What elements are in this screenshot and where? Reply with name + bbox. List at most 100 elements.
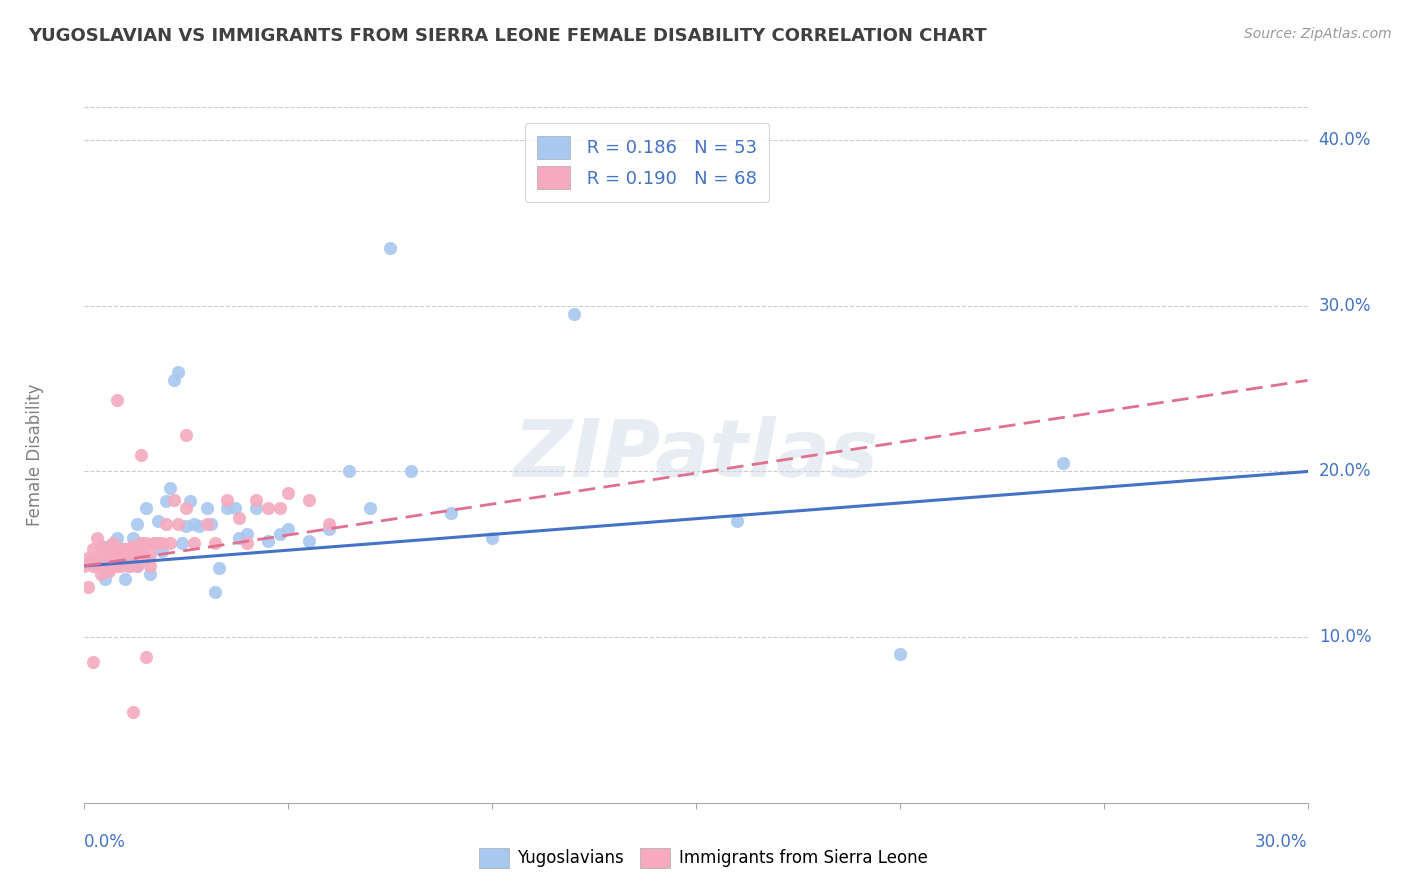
- Point: [277, 486, 299, 500]
- Point: [82, 552, 104, 566]
- Point: [725, 514, 748, 528]
- Point: [73, 558, 96, 573]
- Point: [97, 539, 120, 553]
- Point: [122, 539, 145, 553]
- Point: [245, 492, 267, 507]
- Point: [131, 535, 153, 549]
- Point: [359, 500, 381, 515]
- Point: [90, 550, 112, 565]
- Point: [195, 517, 218, 532]
- Point: [77, 556, 100, 570]
- Point: [138, 567, 160, 582]
- Point: [889, 647, 911, 661]
- Point: [93, 558, 115, 573]
- Point: [208, 560, 231, 574]
- Point: [105, 542, 128, 557]
- Point: [105, 558, 128, 573]
- Point: [172, 535, 194, 549]
- Point: [105, 550, 128, 565]
- Point: [174, 500, 197, 515]
- Point: [562, 307, 585, 321]
- Point: [135, 650, 157, 665]
- Point: [135, 550, 157, 565]
- Point: [122, 705, 145, 719]
- Point: [236, 535, 259, 549]
- Point: [142, 535, 165, 549]
- Point: [217, 500, 239, 515]
- Point: [77, 581, 100, 595]
- Point: [142, 535, 165, 549]
- Point: [127, 558, 149, 573]
- Text: 20.0%: 20.0%: [1319, 462, 1371, 481]
- Point: [122, 552, 145, 566]
- Point: [269, 500, 291, 515]
- Point: [101, 556, 124, 570]
- Text: ZIPatlas: ZIPatlas: [513, 416, 879, 494]
- Point: [155, 517, 177, 532]
- Point: [195, 500, 218, 515]
- Legend: Yugoslavians, Immigrants from Sierra Leone: Yugoslavians, Immigrants from Sierra Leo…: [472, 841, 934, 875]
- Point: [135, 535, 157, 549]
- Point: [150, 544, 173, 558]
- Point: [217, 492, 239, 507]
- Point: [118, 542, 141, 557]
- Point: [179, 494, 201, 508]
- Point: [257, 500, 280, 515]
- Point: [135, 500, 157, 515]
- Point: [236, 527, 259, 541]
- Point: [114, 542, 136, 557]
- Point: [174, 519, 197, 533]
- Point: [146, 514, 169, 528]
- Text: 40.0%: 40.0%: [1319, 131, 1371, 149]
- Point: [101, 552, 124, 566]
- Point: [127, 542, 149, 557]
- Point: [127, 517, 149, 532]
- Point: [228, 511, 250, 525]
- Point: [269, 527, 291, 541]
- Point: [183, 517, 205, 532]
- Point: [122, 547, 145, 561]
- Point: [110, 556, 132, 570]
- Point: [93, 542, 115, 557]
- Point: [224, 500, 246, 515]
- Point: [159, 535, 181, 549]
- Point: [101, 535, 124, 549]
- Point: [298, 534, 321, 549]
- Point: [105, 531, 128, 545]
- Point: [101, 539, 124, 553]
- Point: [82, 542, 104, 557]
- Point: [110, 558, 132, 573]
- Text: 0.0%: 0.0%: [84, 833, 127, 851]
- Point: [131, 542, 153, 557]
- Point: [204, 535, 226, 549]
- Point: [399, 465, 422, 479]
- Point: [245, 500, 267, 515]
- Point: [155, 494, 177, 508]
- Point: [93, 550, 115, 565]
- Point: [114, 552, 136, 566]
- Text: 10.0%: 10.0%: [1319, 628, 1371, 646]
- Point: [318, 523, 340, 537]
- Point: [150, 535, 173, 549]
- Point: [90, 539, 112, 553]
- Point: [163, 492, 186, 507]
- Point: [86, 531, 108, 545]
- Point: [440, 506, 463, 520]
- Point: [339, 465, 360, 479]
- Point: [1052, 456, 1074, 470]
- Point: [318, 517, 340, 532]
- Point: [97, 560, 120, 574]
- Point: [97, 564, 120, 578]
- Legend:  R = 0.186   N = 53,  R = 0.190   N = 68: R = 0.186 N = 53, R = 0.190 N = 68: [524, 123, 769, 202]
- Point: [131, 535, 153, 549]
- Point: [122, 531, 145, 545]
- Point: [146, 535, 169, 549]
- Point: [298, 492, 321, 507]
- Point: [82, 558, 104, 573]
- Point: [380, 241, 402, 255]
- Point: [77, 550, 100, 565]
- Point: [118, 558, 141, 573]
- Point: [200, 517, 222, 532]
- Point: [204, 585, 226, 599]
- Point: [114, 542, 136, 557]
